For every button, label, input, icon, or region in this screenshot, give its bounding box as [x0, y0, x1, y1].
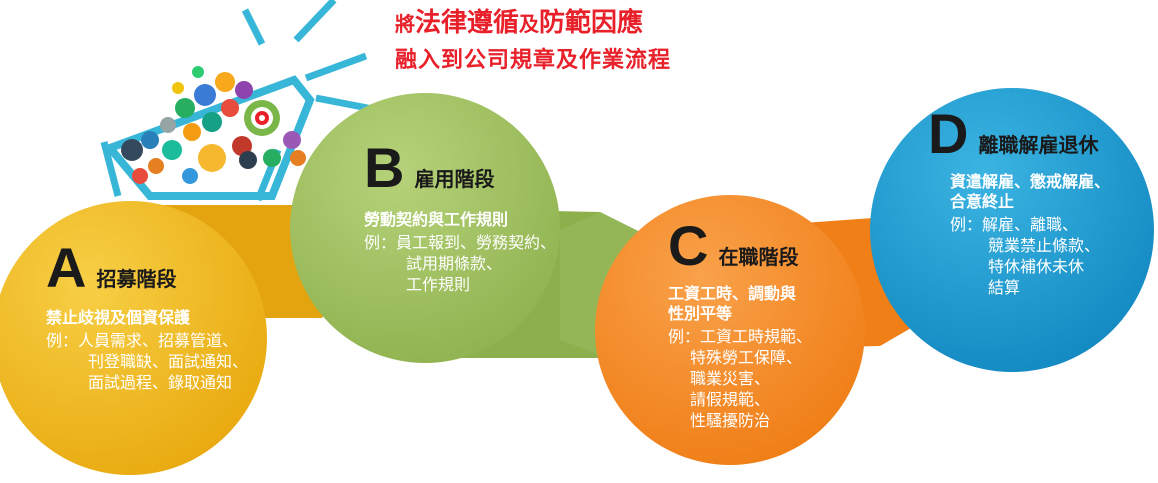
headline-line-2: 融入到公司規章及作業流程 [395, 48, 672, 73]
stage-b-title: 雇用階段 [414, 167, 495, 191]
stage-b-example-line: 例：員工報到、勞務契約、 [364, 233, 557, 252]
stage-c-focus: 工資工時、調動與 性別平等 [668, 284, 812, 324]
stage-a: A 招募階段 禁止歧視及個資保護 例：人員需求、招募管道、 刊登職缺、面試通知、 … [46, 240, 248, 393]
stage-c-focus-line: 性別平等 [668, 304, 733, 323]
stage-d-title: 離職解雇退休 [978, 133, 1099, 157]
headline-line-1: 將法律遵循及防範因應 [395, 6, 671, 41]
stage-c-focus-line: 工資工時、調動與 [668, 284, 797, 303]
stage-d: D 離職解雇退休 資遣解雇、懲戒解雇、 合意終止 例：解雇、離職、 競業禁止條款、… [928, 106, 1110, 298]
stage-c-example-line: 性騷擾防治 [690, 411, 771, 430]
stage-a-example-line: 面試過程、錄取通知 [88, 373, 233, 392]
stage-d-focus-line: 合意終止 [950, 192, 1015, 211]
headline-main: 法律遵循 [415, 8, 520, 38]
headline-end: 防範因應 [539, 8, 644, 38]
stage-d-example-line: 結算 [988, 278, 1021, 297]
stage-b-examples: 例：員工報到、勞務契約、 試用期條款、 工作規則 [364, 232, 556, 295]
stage-d-focus: 資遣解雇、懲戒解雇、 合意終止 [950, 172, 1110, 212]
stage-b-example-line: 工作規則 [406, 275, 471, 294]
stage-a-focus: 禁止歧視及個資保護 [46, 308, 191, 327]
stage-a-example-line: 刊登職缺、面試通知、 [88, 352, 249, 371]
stage-c-example-line: 請假規範、 [690, 390, 771, 409]
stage-b-example-line: 試用期條款、 [406, 254, 503, 273]
icon-cluster [121, 66, 306, 184]
stage-c-title: 在職階段 [718, 245, 799, 269]
stage-a-letter: A [46, 236, 87, 299]
stage-d-example-line: 競業禁止條款、 [988, 236, 1101, 255]
headline: 將法律遵循及防範因應 融入到公司規章及作業流程 [395, 6, 671, 77]
stage-a-example-line: 例：人員需求、招募管道、 [46, 331, 239, 350]
stage-d-shape [870, 88, 1154, 372]
stage-d-examples: 例：解雇、離職、 競業禁止條款、 特休補休未休 結算 [950, 214, 1110, 298]
stage-d-heading: D 離職解雇退休 [928, 106, 1110, 162]
stage-b-focus: 勞動契約與工作規則 [364, 210, 509, 229]
stage-c: C 在職階段 工資工時、調動與 性別平等 例：工資工時規範、 特殊勞工保障、 職業… [668, 218, 812, 431]
stage-b-shape [290, 93, 660, 363]
headline-join: 及 [519, 12, 540, 36]
stage-a-heading: A 招募階段 [46, 240, 248, 296]
stage-a-examples: 例：人員需求、招募管道、 刊登職缺、面試通知、 面試過程、錄取通知 [46, 330, 248, 393]
stage-d-example-line: 特休補休未休 [988, 257, 1085, 276]
headline-prefix: 將 [395, 12, 415, 36]
stage-c-example-line: 職業災害、 [690, 369, 771, 388]
stage-c-example-line: 例：工資工時規範、 [668, 327, 813, 346]
stage-b-letter: B [364, 136, 405, 199]
stage-c-letter: C [668, 214, 709, 277]
stage-c-example-line: 特殊勞工保障、 [690, 348, 803, 367]
stage-a-title: 招募階段 [96, 267, 177, 291]
stage-c-examples: 例：工資工時規範、 特殊勞工保障、 職業災害、 請假規範、 性騷擾防治 [668, 326, 812, 431]
stage-d-focus-line: 資遣解雇、懲戒解雇、 [950, 172, 1111, 191]
stage-b: B 雇用階段 勞動契約與工作規則 例：員工報到、勞務契約、 試用期條款、 工作規則 [364, 140, 556, 295]
stage-d-letter: D [928, 102, 969, 165]
stage-c-heading: C 在職階段 [668, 218, 812, 274]
stage-d-example-line: 例：解雇、離職、 [950, 215, 1079, 234]
stage-b-heading: B 雇用階段 [364, 140, 556, 196]
